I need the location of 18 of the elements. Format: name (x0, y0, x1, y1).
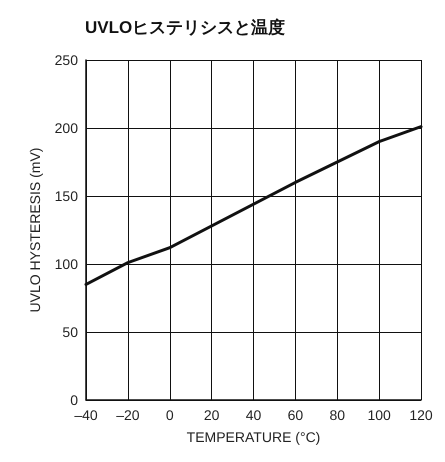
x-tick-label: 20 (204, 407, 220, 423)
y-tick-label: 50 (62, 324, 78, 340)
y-tick-label: 200 (54, 120, 78, 136)
x-tick-label: –20 (116, 407, 140, 423)
y-tick-label: 100 (54, 256, 78, 272)
y-axis-title: UVLO HYSTERESIS (mV) (27, 148, 43, 312)
x-tick-label: 0 (166, 407, 174, 423)
x-tick-label: 100 (367, 407, 392, 423)
chart-title: UVLOヒステリシスと温度 (85, 18, 286, 37)
y-tick-label: 250 (54, 52, 78, 68)
x-tick-label: –40 (74, 407, 98, 423)
y-tick-label: 150 (54, 188, 78, 204)
x-axis-title: TEMPERATURE (°C) (186, 429, 320, 445)
y-tick-label: 0 (70, 392, 78, 408)
x-tick-label: 60 (288, 407, 304, 423)
x-tick-label: 120 (409, 407, 433, 423)
x-tick-label: 80 (329, 407, 346, 423)
x-tick-label: 40 (246, 407, 262, 423)
